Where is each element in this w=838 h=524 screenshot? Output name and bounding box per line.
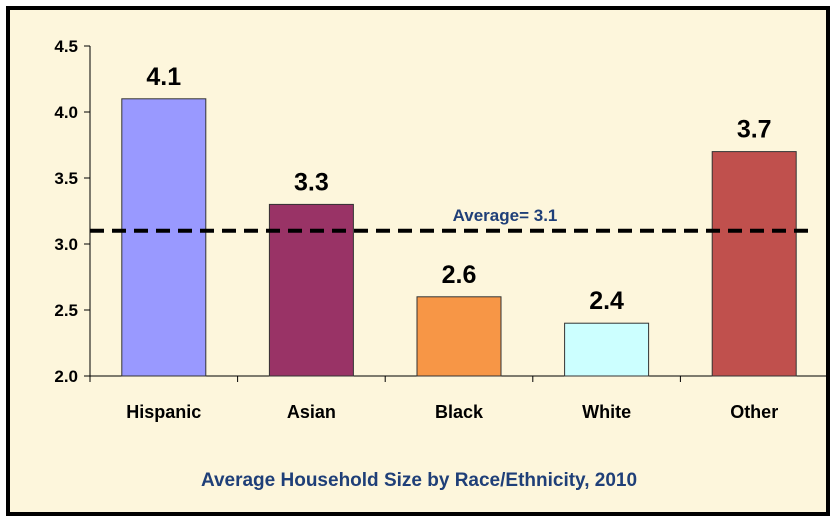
bars-layer [121, 98, 797, 377]
y-tick-label: 4.0 [54, 103, 78, 122]
y-tick-label: 2.0 [54, 367, 78, 386]
x-tick-label: Asian [287, 402, 336, 422]
x-tick-label: White [582, 402, 631, 422]
data-label: 2.4 [589, 287, 624, 315]
bar-hispanic [121, 98, 207, 377]
average-label: Average= 3.1 [453, 206, 558, 225]
data-label: 3.3 [294, 168, 329, 196]
bar-asian [268, 203, 354, 377]
chart-title: Average Household Size by Race/Ethnicity… [200, 470, 638, 491]
x-tick-label: Black [435, 402, 484, 422]
y-tick-label: 4.5 [54, 37, 78, 56]
bar-black [416, 296, 502, 377]
y-tick-label: 3.5 [54, 169, 78, 188]
labels-layer: 2.0 2.5 3.0 3.5 4.0 4.5 4.1 Hispanic 3.3 Asian 2.6… [54, 37, 810, 422]
data-label: 2.6 [442, 261, 477, 289]
bar-white [564, 322, 650, 377]
x-tick-label: Other [730, 402, 778, 422]
data-label: 3.7 [737, 116, 772, 144]
bar-other [711, 151, 797, 377]
x-tick-label: Hispanic [126, 402, 201, 422]
y-tick-label: 2.5 [54, 301, 78, 320]
y-tick-label: 3.0 [54, 235, 78, 254]
data-label: 4.1 [146, 63, 181, 91]
